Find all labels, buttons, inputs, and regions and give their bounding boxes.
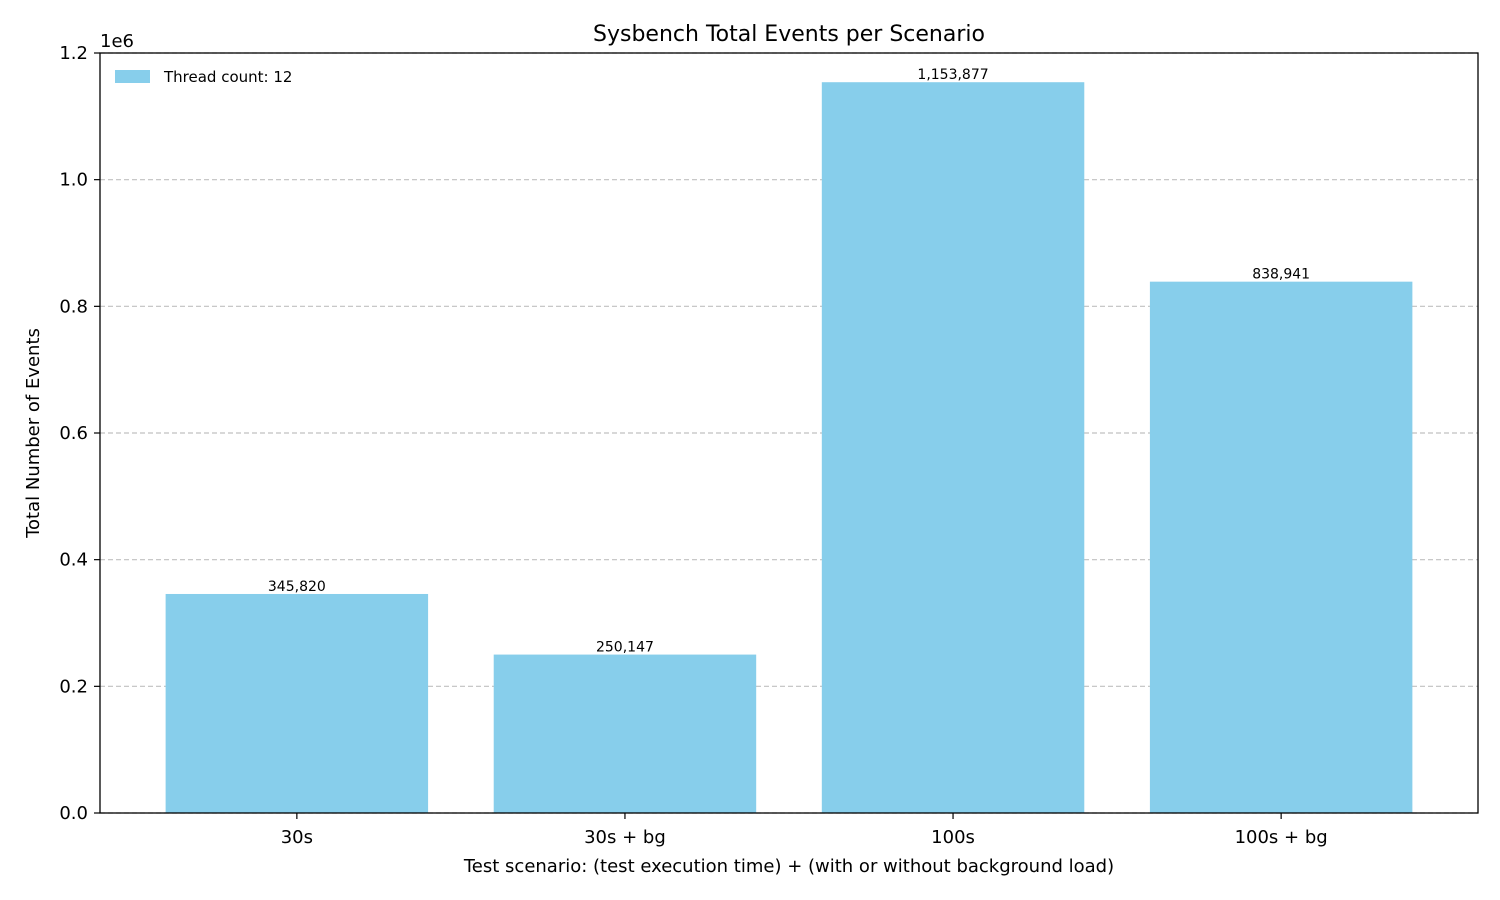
y-tick-label: 0.0 [59,803,88,824]
chart-title: Sysbench Total Events per Scenario [593,22,985,47]
x-tick-label: 30s + bg [584,827,666,848]
y-tick-label: 0.8 [59,296,88,317]
bar [821,82,1085,813]
y-axis-label: Total Number of Events [23,328,44,539]
legend-swatch [115,70,150,83]
y-axis-ticks: 0.0 0.2 0.4 0.6 0.8 1.0 1.2 [59,43,100,824]
bar [1149,281,1413,814]
bar-value-label: 345,820 [268,579,326,595]
y-offset-label: 1e6 [100,31,134,52]
legend-label: Thread count: 12 [163,68,292,86]
x-axis-ticks: 30s 30s + bg 100s 100s + bg [281,813,1328,848]
x-tick-label: 100s [931,827,975,848]
bar-value-label: 838,941 [1252,267,1310,283]
x-tick-label: 30s [281,827,313,848]
y-tick-label: 0.6 [59,423,88,444]
y-tick-label: 0.2 [59,676,88,697]
y-tick-label: 0.4 [59,550,88,571]
x-tick-label: 100s + bg [1235,827,1328,848]
legend: Thread count: 12 [115,68,292,86]
bar-value-label: 1,153,877 [917,67,988,83]
bar [165,593,429,813]
bars [165,82,1413,814]
x-axis-label: Test scenario: (test execution time) + (… [463,856,1114,877]
bar-value-label: 250,147 [596,640,654,656]
y-tick-label: 1.0 [59,170,88,191]
bar [493,654,757,813]
data-labels: 345,820 250,147 1,153,877 838,941 [268,67,1310,655]
y-tick-label: 1.2 [59,43,88,64]
